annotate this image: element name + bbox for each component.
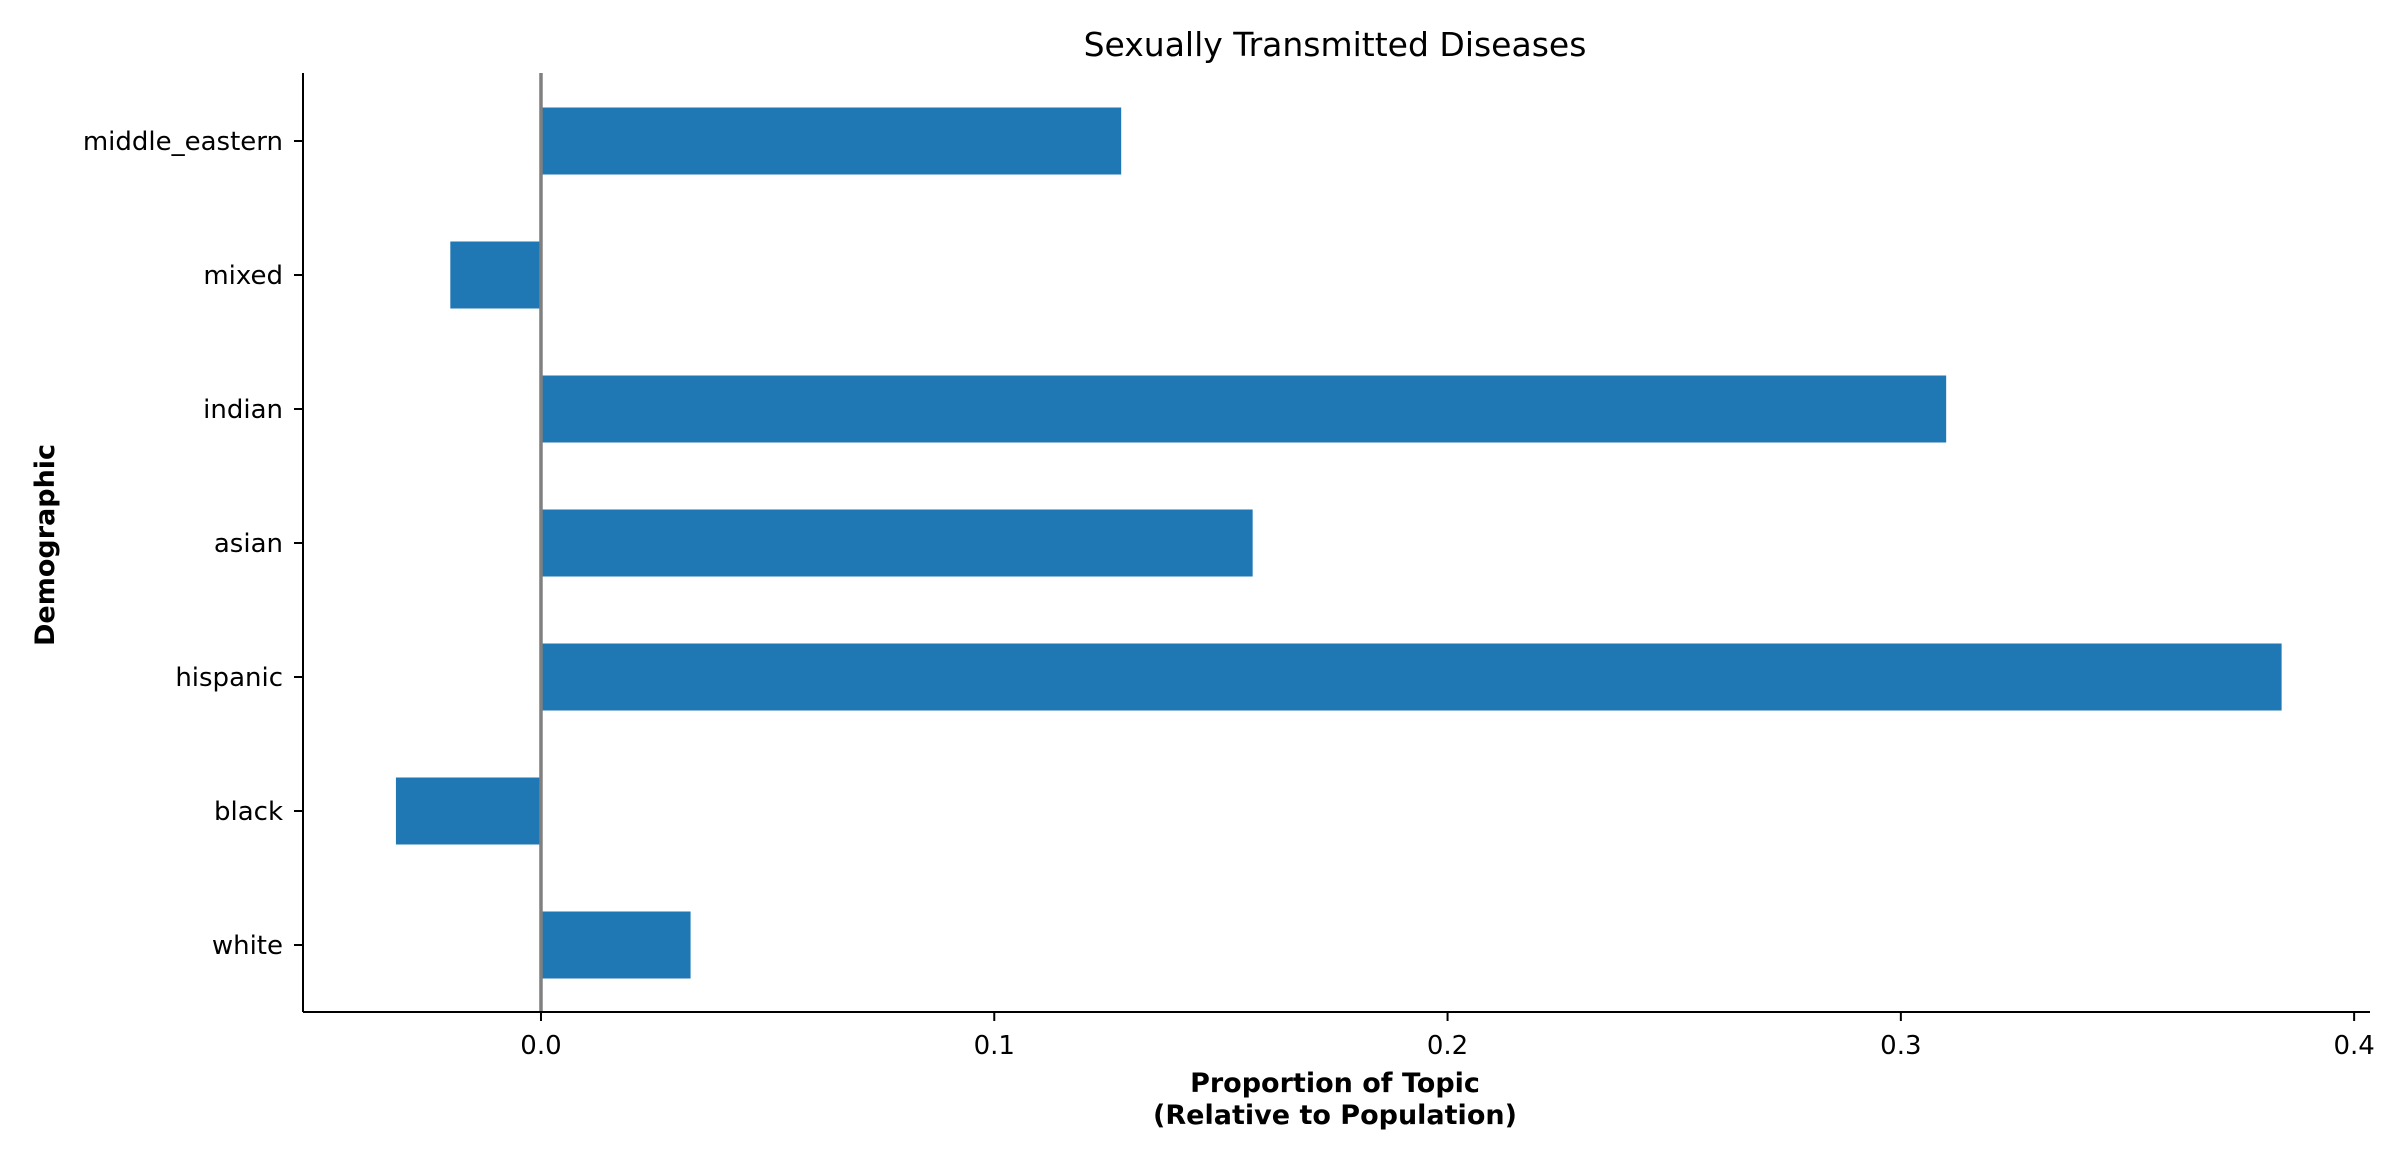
y-ticks-group: white black hispanic asian indian mixed middle… bbox=[83, 127, 303, 961]
x-tick-label: 0.0 bbox=[520, 1031, 561, 1061]
bar-white bbox=[540, 911, 691, 979]
x-tick-label: 0.1 bbox=[974, 1031, 1015, 1061]
bars-group bbox=[395, 107, 2282, 979]
bar-black bbox=[395, 777, 541, 845]
x-tick-label: 0.3 bbox=[1880, 1031, 1921, 1061]
y-tick-label: indian bbox=[203, 395, 283, 425]
y-tick-label: black bbox=[214, 797, 283, 827]
chart-title: Sexually Transmitted Diseases bbox=[1084, 25, 1587, 64]
bar-asian bbox=[540, 509, 1253, 577]
x-tick-label: 0.2 bbox=[1427, 1031, 1468, 1061]
x-tick-label: 0.4 bbox=[2333, 1031, 2374, 1061]
bar-hispanic bbox=[540, 643, 2282, 711]
y-tick-label: asian bbox=[214, 529, 283, 559]
x-axis-label-line2: (Relative to Population) bbox=[1153, 1100, 1517, 1131]
y-tick-label: white bbox=[212, 931, 283, 961]
y-tick-label: middle_eastern bbox=[83, 127, 283, 157]
y-axis-label: Demographic bbox=[30, 444, 61, 646]
x-axis-label-line1: Proportion of Topic bbox=[1190, 1068, 1480, 1099]
bar-indian bbox=[540, 375, 1947, 443]
y-tick-label: hispanic bbox=[175, 663, 283, 693]
x-ticks-group: 0.0 0.1 0.2 0.3 0.4 bbox=[520, 1012, 2375, 1061]
bar-middle-eastern bbox=[540, 107, 1122, 175]
bar-mixed bbox=[450, 241, 541, 309]
y-tick-label: mixed bbox=[203, 261, 283, 291]
